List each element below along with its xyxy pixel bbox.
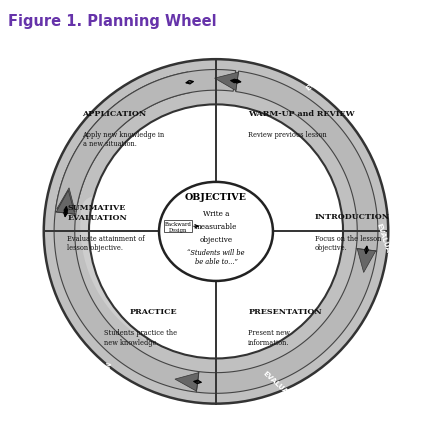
Polygon shape: [175, 373, 199, 391]
Text: measurable: measurable: [195, 223, 237, 231]
Text: EVALUATION: EVALUATION: [91, 360, 112, 409]
Text: PRACTICE: PRACTICE: [130, 307, 177, 315]
Ellipse shape: [159, 183, 273, 281]
Text: Present new
information.: Present new information.: [248, 328, 290, 346]
Text: Write a: Write a: [203, 210, 229, 218]
Polygon shape: [54, 212, 199, 392]
Text: Review previous lesson: Review previous lesson: [248, 131, 327, 139]
Text: EVALUATION: EVALUATION: [305, 54, 346, 92]
Polygon shape: [57, 188, 75, 212]
Text: OBJECTIVE: OBJECTIVE: [185, 192, 247, 201]
Text: Backward
Design: Backward Design: [165, 221, 191, 232]
Text: Students practice the
new knowledge.: Students practice the new knowledge.: [104, 328, 177, 346]
Text: Evaluate attainment of
lesson objective.: Evaluate attainment of lesson objective.: [67, 234, 145, 251]
Text: INTRODUCTION: INTRODUCTION: [315, 212, 390, 221]
Text: APPLICATION: APPLICATION: [83, 110, 147, 117]
Text: Focus on the lesson
objective.: Focus on the lesson objective.: [315, 234, 381, 251]
Polygon shape: [196, 249, 377, 393]
Text: objective: objective: [200, 236, 232, 244]
Polygon shape: [56, 73, 191, 212]
Text: SUMMATIVE
EVALUATION: SUMMATIVE EVALUATION: [67, 204, 127, 221]
Circle shape: [89, 105, 343, 359]
Text: Apply new knowledge in
a new situation.: Apply new knowledge in a new situation.: [83, 131, 165, 148]
Polygon shape: [236, 72, 378, 251]
Text: PRESENTATION: PRESENTATION: [248, 307, 322, 315]
Polygon shape: [56, 191, 75, 215]
Text: EVALUATION: EVALUATION: [55, 65, 97, 102]
Polygon shape: [357, 249, 376, 273]
Text: EVALUATION: EVALUATION: [262, 370, 303, 408]
Text: Figure 1. Planning Wheel: Figure 1. Planning Wheel: [9, 14, 217, 28]
Polygon shape: [215, 73, 238, 91]
Text: WARM-UP and REVIEW: WARM-UP and REVIEW: [248, 110, 355, 117]
Text: “Students will be
be able to...”: “Students will be be able to...”: [187, 248, 245, 265]
Text: EVALUATION: EVALUATION: [375, 222, 397, 272]
Polygon shape: [44, 60, 388, 404]
Polygon shape: [55, 71, 236, 215]
